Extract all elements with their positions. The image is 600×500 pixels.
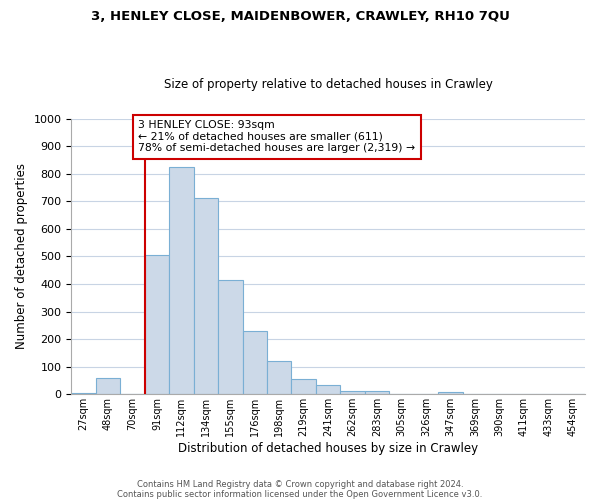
Title: Size of property relative to detached houses in Crawley: Size of property relative to detached ho… [164, 78, 493, 91]
Bar [145, 255, 169, 394]
Bar [438, 392, 463, 394]
Bar [96, 378, 120, 394]
Bar [340, 390, 365, 394]
Bar [169, 167, 194, 394]
Text: Contains HM Land Registry data © Crown copyright and database right 2024.: Contains HM Land Registry data © Crown c… [137, 480, 463, 489]
Bar [365, 391, 389, 394]
Bar [194, 198, 218, 394]
Bar [292, 378, 316, 394]
Bar [267, 361, 292, 394]
Bar [71, 393, 96, 394]
Bar [316, 384, 340, 394]
Y-axis label: Number of detached properties: Number of detached properties [15, 164, 28, 350]
Bar [242, 331, 267, 394]
X-axis label: Distribution of detached houses by size in Crawley: Distribution of detached houses by size … [178, 442, 478, 455]
Bar [218, 280, 242, 394]
Text: 3 HENLEY CLOSE: 93sqm
← 21% of detached houses are smaller (611)
78% of semi-det: 3 HENLEY CLOSE: 93sqm ← 21% of detached … [138, 120, 415, 153]
Text: 3, HENLEY CLOSE, MAIDENBOWER, CRAWLEY, RH10 7QU: 3, HENLEY CLOSE, MAIDENBOWER, CRAWLEY, R… [91, 10, 509, 23]
Text: Contains public sector information licensed under the Open Government Licence v3: Contains public sector information licen… [118, 490, 482, 499]
